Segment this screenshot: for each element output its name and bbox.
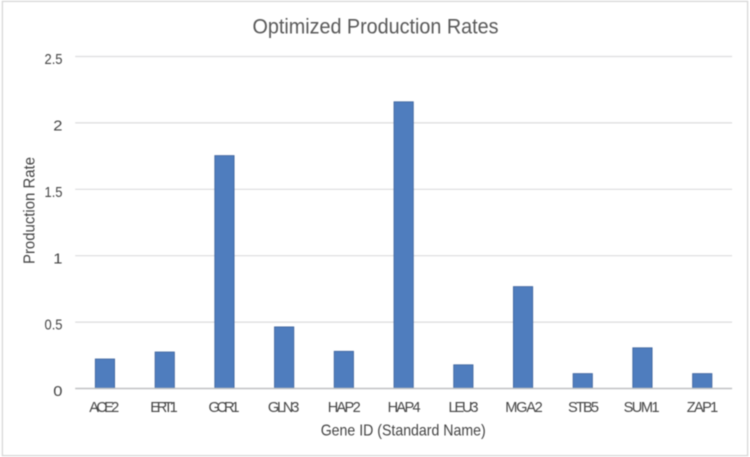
svg-text:Production Rate: Production Rate: [22, 157, 39, 264]
svg-text:2.5: 2.5: [45, 52, 63, 68]
svg-text:1.5: 1.5: [45, 185, 63, 201]
svg-text:1: 1: [53, 251, 62, 267]
svg-text:STB5: STB5: [568, 400, 599, 416]
svg-text:ACE2: ACE2: [89, 400, 119, 416]
svg-text:HAP2: HAP2: [328, 400, 361, 416]
svg-text:LEU3: LEU3: [449, 400, 479, 416]
svg-text:ERT1: ERT1: [150, 400, 178, 416]
svg-text:SUM1: SUM1: [624, 400, 660, 416]
svg-text:HAP4: HAP4: [388, 400, 421, 416]
svg-text:MGA2: MGA2: [505, 400, 543, 416]
svg-text:GCR1: GCR1: [209, 400, 240, 416]
svg-text:Gene ID (Standard Name): Gene ID (Standard Name): [321, 422, 486, 439]
svg-text:GLN3: GLN3: [268, 400, 300, 416]
svg-text:0.5: 0.5: [45, 318, 63, 334]
svg-text:ZAP1: ZAP1: [687, 400, 719, 416]
svg-text:2: 2: [53, 119, 62, 135]
svg-text:0: 0: [53, 384, 62, 400]
svg-text:Optimized Production Rates: Optimized Production Rates: [253, 15, 499, 39]
